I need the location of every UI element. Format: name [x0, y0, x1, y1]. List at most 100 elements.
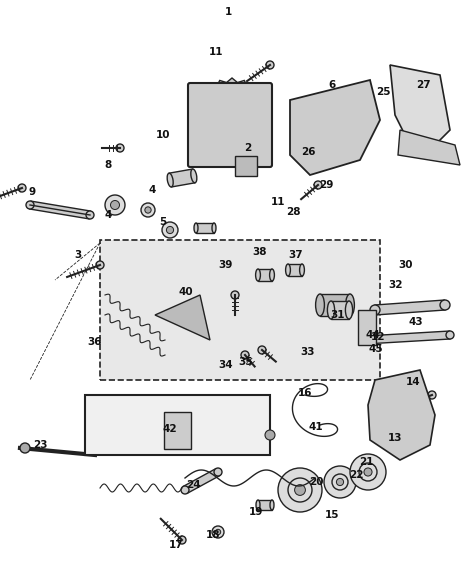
Text: 17: 17 — [169, 540, 183, 550]
Text: 19: 19 — [249, 507, 263, 517]
Bar — [85, 395, 270, 455]
Text: 11: 11 — [209, 47, 223, 57]
Circle shape — [20, 443, 30, 453]
Polygon shape — [368, 370, 435, 460]
Circle shape — [332, 474, 348, 490]
Text: 8: 8 — [104, 160, 111, 170]
Text: 16: 16 — [298, 388, 312, 398]
Circle shape — [333, 475, 347, 489]
Text: 39: 39 — [219, 260, 233, 270]
Ellipse shape — [300, 264, 304, 276]
Text: 3: 3 — [74, 250, 82, 260]
Ellipse shape — [191, 169, 197, 183]
Circle shape — [446, 331, 454, 339]
Text: 24: 24 — [186, 480, 201, 490]
Text: 1: 1 — [224, 7, 232, 17]
Text: 4: 4 — [148, 185, 155, 195]
Ellipse shape — [270, 269, 274, 281]
Polygon shape — [258, 500, 272, 510]
Text: 9: 9 — [28, 187, 36, 197]
Bar — [358, 310, 376, 345]
Ellipse shape — [167, 173, 173, 187]
Circle shape — [295, 485, 305, 496]
Polygon shape — [196, 223, 214, 233]
Polygon shape — [390, 65, 450, 150]
Circle shape — [324, 466, 356, 498]
Circle shape — [266, 61, 274, 69]
Ellipse shape — [212, 223, 216, 233]
Bar — [100, 240, 380, 380]
Circle shape — [116, 144, 124, 152]
Circle shape — [258, 346, 266, 354]
Circle shape — [96, 261, 104, 269]
Text: 5: 5 — [159, 217, 167, 227]
Text: 21: 21 — [359, 457, 373, 467]
Circle shape — [110, 201, 119, 209]
Polygon shape — [288, 264, 302, 276]
Text: 6: 6 — [328, 80, 336, 90]
Text: 34: 34 — [219, 360, 233, 370]
Circle shape — [290, 480, 310, 500]
Polygon shape — [200, 78, 264, 142]
Circle shape — [364, 468, 372, 476]
Circle shape — [214, 468, 222, 476]
Circle shape — [359, 463, 377, 481]
Circle shape — [231, 291, 239, 299]
Circle shape — [337, 478, 344, 486]
Text: 42: 42 — [163, 424, 177, 434]
Ellipse shape — [245, 428, 250, 442]
Polygon shape — [331, 301, 349, 319]
Text: 18: 18 — [206, 530, 220, 540]
Text: 22: 22 — [349, 470, 363, 480]
Text: 43: 43 — [409, 317, 423, 327]
Ellipse shape — [346, 294, 355, 316]
Ellipse shape — [210, 428, 215, 442]
FancyBboxPatch shape — [235, 156, 257, 176]
Polygon shape — [365, 331, 450, 344]
Circle shape — [166, 227, 173, 233]
Circle shape — [350, 454, 386, 490]
Text: 38: 38 — [253, 247, 267, 257]
FancyBboxPatch shape — [188, 83, 272, 167]
Circle shape — [215, 530, 221, 535]
Polygon shape — [290, 80, 380, 175]
Circle shape — [424, 426, 432, 434]
Text: 12: 12 — [371, 332, 385, 342]
Circle shape — [212, 526, 224, 538]
Circle shape — [361, 336, 369, 344]
Circle shape — [288, 478, 312, 502]
Text: 36: 36 — [88, 337, 102, 347]
Polygon shape — [29, 201, 91, 219]
Polygon shape — [258, 269, 272, 281]
Text: 35: 35 — [239, 357, 253, 367]
Circle shape — [224, 102, 240, 118]
Circle shape — [95, 430, 105, 440]
Circle shape — [360, 464, 376, 480]
Text: 31: 31 — [331, 310, 345, 320]
Circle shape — [370, 305, 380, 315]
Circle shape — [26, 201, 34, 209]
Text: 23: 23 — [33, 440, 47, 450]
Polygon shape — [169, 169, 195, 187]
Circle shape — [18, 184, 26, 192]
Text: 14: 14 — [406, 377, 420, 387]
Ellipse shape — [328, 301, 335, 319]
Circle shape — [314, 181, 322, 189]
Text: 41: 41 — [309, 422, 323, 432]
Ellipse shape — [255, 269, 260, 281]
Text: 27: 27 — [416, 80, 430, 90]
Circle shape — [178, 536, 186, 544]
Polygon shape — [155, 295, 210, 340]
Text: 45: 45 — [369, 344, 383, 354]
Text: 33: 33 — [301, 347, 315, 357]
Text: 13: 13 — [388, 433, 402, 443]
Ellipse shape — [286, 264, 291, 276]
Polygon shape — [320, 294, 350, 316]
Text: 29: 29 — [319, 180, 333, 190]
Ellipse shape — [270, 500, 274, 510]
Circle shape — [145, 207, 151, 213]
Circle shape — [440, 300, 450, 310]
Ellipse shape — [256, 500, 260, 510]
Text: 30: 30 — [399, 260, 413, 270]
Circle shape — [86, 211, 94, 219]
